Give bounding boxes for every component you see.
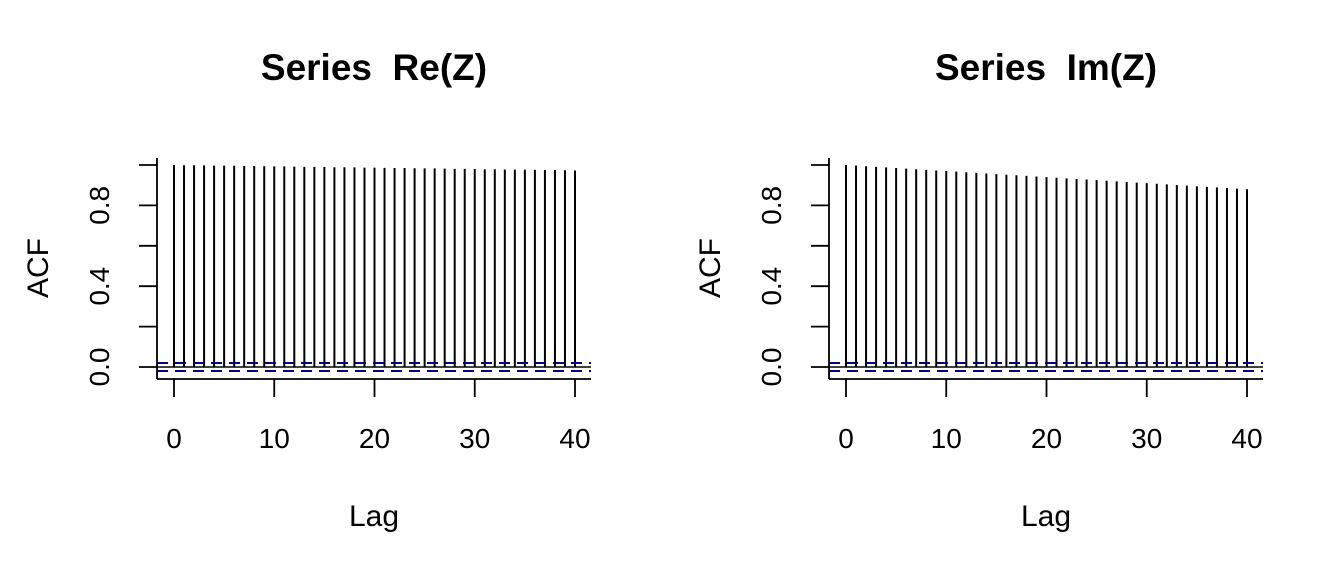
x-tick-label: 30 <box>459 423 490 454</box>
chart-title: Series Im(Z) <box>935 47 1157 88</box>
y-tick-label: 0.4 <box>84 267 115 306</box>
x-tick-label: 20 <box>359 423 390 454</box>
x-tick-label: 10 <box>931 423 962 454</box>
y-tick-label: 0.8 <box>84 186 115 225</box>
y-tick-label: 0.8 <box>756 186 787 225</box>
x-tick-label: 40 <box>559 423 590 454</box>
acf-panel-im: Series Im(Z) Lag ACF 0.0 0.4 0.8 0 10 20 30 40 <box>694 47 1263 533</box>
acf-panel-re: Series Re(Z) Lag ACF 0.0 0.4 0.8 0 10 20 30 40 <box>22 47 591 533</box>
x-tick-label: 10 <box>259 423 290 454</box>
x-tick-label: 40 <box>1231 423 1262 454</box>
x-axis-label: Lag <box>349 500 399 533</box>
y-tick-label: 0.0 <box>756 348 787 387</box>
x-axis-label: Lag <box>1021 500 1071 533</box>
chart-title: Series Re(Z) <box>261 47 487 88</box>
x-tick-label: 0 <box>166 423 182 454</box>
x-tick-label: 20 <box>1031 423 1062 454</box>
plot-area: 0.0 0.4 0.8 0 10 20 30 40 <box>84 158 591 454</box>
y-axis-label: ACF <box>22 238 55 298</box>
x-tick-label: 30 <box>1131 423 1162 454</box>
y-tick-label: 0.0 <box>84 348 115 387</box>
x-tick-label: 0 <box>838 423 854 454</box>
y-tick-label: 0.4 <box>756 267 787 306</box>
y-axis-label: ACF <box>694 238 727 298</box>
plot-area: 0.0 0.4 0.8 0 10 20 30 40 <box>756 158 1263 454</box>
